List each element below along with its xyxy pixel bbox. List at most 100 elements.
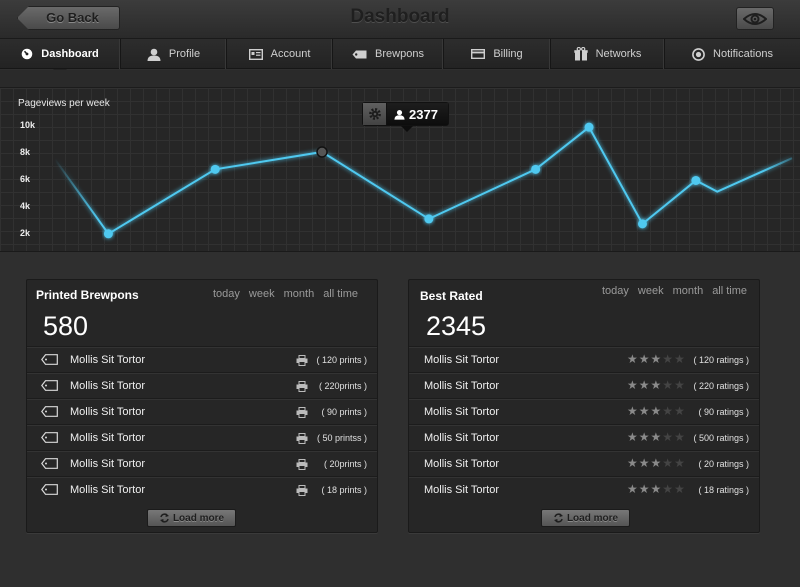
- filter-all-time[interactable]: all time: [323, 288, 359, 300]
- list-item[interactable]: Mollis Sit Tortor ( 18 prints ): [27, 476, 377, 502]
- tab-dashboard[interactable]: Dashboard: [0, 39, 121, 76]
- star-icon: ★: [627, 352, 638, 366]
- load-more-button[interactable]: Load more: [147, 509, 236, 527]
- item-name: Mollis Sit Tortor: [70, 431, 145, 444]
- panel-title: Best Rated: [420, 289, 483, 303]
- filter-week[interactable]: week: [637, 285, 664, 297]
- dashboard-icon: [21, 48, 33, 60]
- star-icon: ★: [674, 378, 685, 392]
- filter-month[interactable]: month: [283, 288, 315, 300]
- star-icon: ★: [627, 378, 638, 392]
- data-point[interactable]: [531, 164, 541, 174]
- printed-brewpons-panel: Printed Brewpons today week month all ti…: [26, 279, 378, 533]
- tab-brewpons[interactable]: Brewpons: [333, 39, 444, 69]
- item-name: Mollis Sit Tortor: [70, 483, 145, 496]
- star-icon: ★: [650, 378, 662, 392]
- target-icon: [692, 47, 705, 61]
- tab-account[interactable]: Account: [227, 39, 333, 69]
- tooltip-value: 2377: [387, 103, 448, 125]
- load-more-label: Load more: [566, 512, 619, 524]
- user-icon: [147, 48, 161, 61]
- refresh-icon: [159, 513, 169, 523]
- go-back-button[interactable]: Go Back: [17, 6, 120, 30]
- tab-billing[interactable]: Billing: [444, 39, 551, 69]
- star-icon: ★: [638, 378, 650, 392]
- list-item[interactable]: Mollis Sit Tortor ★ ★ ★ ★ ★( 20 ratings ): [409, 450, 759, 476]
- preview-button[interactable]: [736, 7, 774, 30]
- tab-notifications[interactable]: Notifications: [665, 39, 800, 69]
- star-icon: ★: [674, 482, 685, 496]
- rating-stars: ★ ★ ★ ★ ★: [627, 405, 685, 417]
- top-bar: Go Back Dashboard: [0, 0, 800, 39]
- main-tabs: Dashboard Profile Account Brewpons Billi…: [0, 39, 800, 76]
- tab-networks[interactable]: Networks: [551, 39, 665, 69]
- list-item[interactable]: Mollis Sit Tortor ★ ★ ★ ★ ★( 18 ratings ): [409, 476, 759, 502]
- credit-card-icon: [471, 49, 486, 59]
- list-item[interactable]: Mollis Sit Tortor ( 20prints ): [27, 450, 377, 476]
- tab-profile[interactable]: Profile: [121, 39, 227, 69]
- item-name: Mollis Sit Tortor: [424, 431, 499, 444]
- tab-label: Account: [270, 48, 311, 60]
- print-count: ( 18 prints ): [321, 484, 367, 495]
- star-icon: ★: [662, 430, 674, 444]
- star-icon: ★: [674, 404, 685, 418]
- filter-all-time[interactable]: all time: [712, 285, 748, 297]
- star-icon: ★: [662, 456, 674, 470]
- list-item[interactable]: Mollis Sit Tortor ★ ★ ★ ★ ★( 90 ratings ): [409, 398, 759, 424]
- data-point[interactable]: [103, 229, 113, 239]
- star-icon: ★: [650, 456, 662, 470]
- y-tick-label: 6k: [20, 174, 31, 184]
- data-point[interactable]: [584, 122, 594, 132]
- chart-tooltip: 2377: [362, 102, 449, 132]
- load-more-label: Load more: [172, 512, 225, 524]
- print-count: ( 220prints ): [318, 380, 367, 391]
- list-item[interactable]: Mollis Sit Tortor ( 50 printss ): [27, 424, 377, 450]
- rating-count: ( 120 ratings ): [693, 354, 749, 365]
- tooltip-settings-button[interactable]: [363, 103, 387, 125]
- filter-today[interactable]: today: [602, 285, 629, 297]
- filter-week[interactable]: week: [248, 288, 275, 300]
- print-count: ( 120 prints ): [316, 354, 367, 365]
- star-icon: ★: [638, 482, 650, 496]
- star-icon: ★: [627, 404, 638, 418]
- list-item[interactable]: Mollis Sit Tortor ( 120 prints ): [27, 346, 377, 372]
- item-name: Mollis Sit Tortor: [424, 483, 499, 496]
- star-icon: ★: [627, 456, 638, 470]
- filter-today[interactable]: today: [213, 288, 240, 300]
- data-point[interactable]: [210, 164, 220, 174]
- tag-icon: [41, 406, 58, 417]
- tab-label: Dashboard: [41, 48, 99, 60]
- list-item[interactable]: Mollis Sit Tortor ( 90 prints ): [27, 398, 377, 424]
- tab-label: Brewpons: [375, 48, 424, 60]
- y-tick-label: 2k: [20, 228, 31, 238]
- list-item[interactable]: Mollis Sit Tortor ★ ★ ★ ★ ★( 220 ratings ): [409, 372, 759, 398]
- list-item[interactable]: Mollis Sit Tortor ★ ★ ★ ★ ★( 500 ratings ): [409, 424, 759, 450]
- rating-stars: ★ ★ ★ ★ ★: [627, 457, 685, 469]
- gear-icon: [368, 108, 381, 120]
- tab-shadow-strip: [0, 70, 800, 88]
- tag-icon: [41, 484, 58, 495]
- data-point[interactable]: [424, 214, 434, 224]
- list-item[interactable]: Mollis Sit Tortor ★ ★ ★ ★ ★( 120 ratings ): [409, 346, 759, 372]
- tab-label: Billing: [493, 48, 523, 60]
- y-tick-label: 4k: [20, 201, 31, 211]
- tag-icon: [352, 50, 367, 58]
- star-icon: ★: [674, 430, 685, 444]
- selected-data-point[interactable]: [316, 146, 328, 158]
- filter-month[interactable]: month: [672, 285, 704, 297]
- print-count: ( 50 printss ): [316, 432, 367, 443]
- print-count: ( 20prints ): [323, 458, 367, 469]
- list-item[interactable]: Mollis Sit Tortor ( 220prints ): [27, 372, 377, 398]
- star-icon: ★: [638, 352, 650, 366]
- series-line: [54, 125, 793, 236]
- star-icon: ★: [650, 482, 662, 496]
- rated-total: 2345: [426, 311, 487, 341]
- rated-list: Mollis Sit Tortor ★ ★ ★ ★ ★( 120 ratings ) Mol…: [409, 346, 759, 502]
- data-point[interactable]: [691, 175, 701, 185]
- data-point[interactable]: [637, 219, 647, 229]
- star-icon: ★: [662, 352, 674, 366]
- load-more-button[interactable]: Load more: [541, 509, 630, 527]
- rating-stars: ★ ★ ★ ★ ★: [627, 431, 685, 443]
- pageviews-chart: Pageviews per week 10k 8k 6k 4k 2k 2377: [0, 88, 800, 252]
- panel-header: Printed Brewpons today week month all ti…: [27, 280, 377, 306]
